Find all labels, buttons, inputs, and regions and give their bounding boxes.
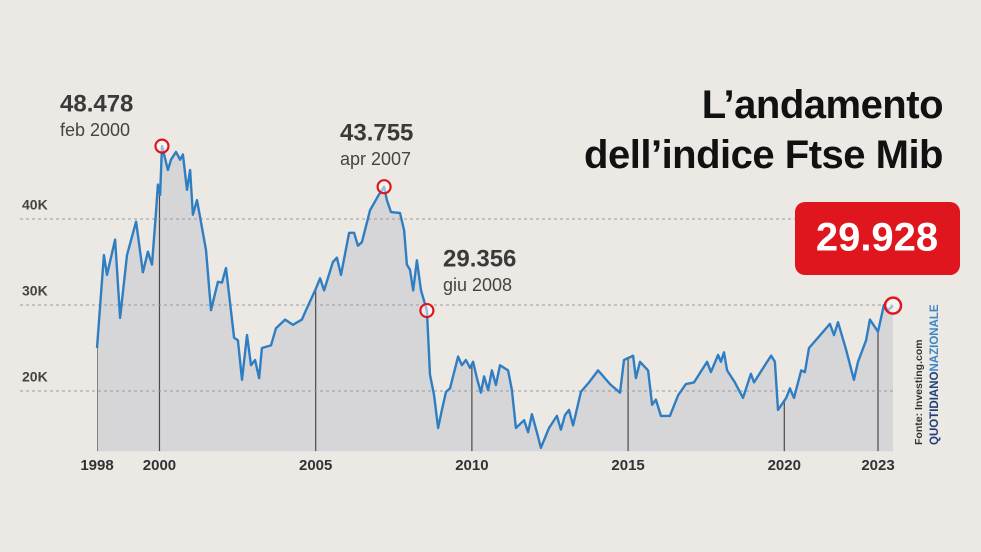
y-tick-label: 20K bbox=[22, 369, 48, 385]
point-marker bbox=[883, 296, 903, 315]
brand-part: QUOTIDIANO bbox=[929, 371, 941, 445]
y-tick-label: 40K bbox=[22, 197, 48, 213]
highlight-box bbox=[795, 202, 960, 275]
date-label: apr 2007 bbox=[340, 149, 411, 169]
x-tick-label: 2015 bbox=[611, 457, 644, 474]
point-marker bbox=[419, 302, 435, 319]
x-tick-label: 2010 bbox=[455, 457, 488, 474]
brand-part: NAZIONALE bbox=[929, 304, 941, 371]
x-tick-label: 1998 bbox=[80, 457, 113, 474]
date-label: giu 2008 bbox=[443, 275, 512, 295]
x-tick-label: 2000 bbox=[143, 457, 176, 474]
price-line bbox=[95, 144, 894, 449]
point-marker bbox=[376, 179, 392, 195]
date-label: feb 2000 bbox=[60, 120, 130, 140]
value-label: 43.755 bbox=[340, 119, 413, 146]
x-tick-label: 2023 bbox=[861, 457, 894, 474]
y-tick-label: 30K bbox=[22, 283, 48, 299]
chart-title: L’andamento dell’indice Ftse Mib bbox=[584, 83, 943, 177]
value-label: 29.928 bbox=[816, 216, 938, 260]
value-label: 29.356 bbox=[443, 245, 516, 272]
area bbox=[97, 146, 893, 452]
point-marker bbox=[154, 138, 170, 154]
source: Fonte: Investing.com bbox=[913, 339, 925, 445]
value-label: 48.478 bbox=[60, 90, 133, 117]
x-tick-label: 2005 bbox=[299, 457, 332, 474]
brand: QUOTIDIANONAZIONALE bbox=[929, 304, 941, 445]
x-tick-label: 2020 bbox=[768, 457, 801, 474]
